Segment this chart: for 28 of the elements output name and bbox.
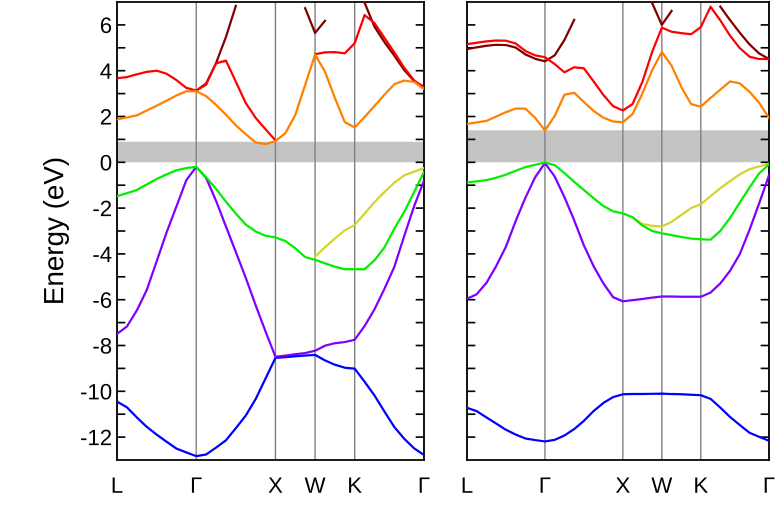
x-tick-label: W [651, 477, 672, 493]
line-series [117, 354, 424, 458]
y-tick-label: 2 [100, 109, 112, 125]
x-tick-label: X [616, 477, 630, 493]
x-tick-label: L [112, 477, 122, 493]
line-series [117, 166, 424, 270]
x-tick-label: Γ [540, 477, 550, 493]
y-axis-title: Energy (eV) [43, 158, 69, 303]
y-tick-label: -6 [93, 292, 112, 308]
line-series [117, 166, 424, 358]
x-tick-label: Γ [192, 477, 202, 493]
line-series [314, 166, 424, 258]
y-tick-label: -12 [81, 430, 112, 446]
y-tick-label: -2 [93, 200, 112, 216]
x-tick-label: X [268, 477, 282, 493]
y-tick-label: -10 [81, 384, 112, 400]
x-tick-label: K [695, 477, 708, 493]
x-tick-label: Γ [764, 477, 774, 493]
y-tick-label: -8 [93, 338, 112, 354]
x-tick-label: K [349, 477, 362, 493]
x-tick-label: L [462, 477, 472, 493]
y-tick-label: -4 [93, 246, 112, 262]
x-tick-label: Γ [420, 477, 430, 493]
y-tick-label: 4 [100, 63, 112, 79]
x-tick-label: W [304, 477, 326, 493]
y-tick-label: 6 [100, 17, 112, 34]
y-tick-label: 0 [100, 154, 112, 171]
line-series [117, 54, 424, 146]
